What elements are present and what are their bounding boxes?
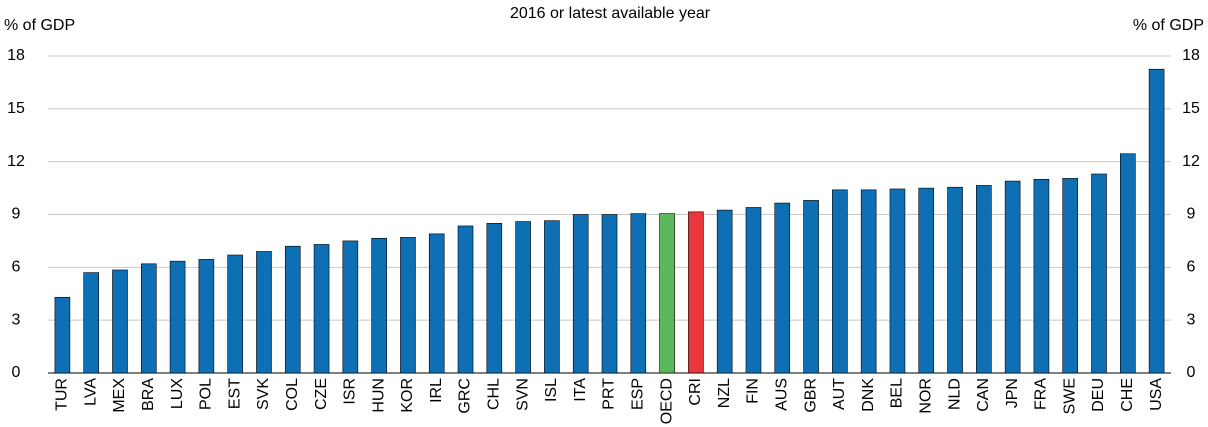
bar bbox=[54, 296, 71, 374]
x-tick-label: USA bbox=[1148, 378, 1165, 411]
x-tick-label: MEX bbox=[111, 378, 128, 413]
x-tick-label: ESP bbox=[630, 378, 647, 410]
bar bbox=[601, 214, 618, 374]
bar bbox=[1033, 178, 1050, 374]
x-tick-label: DEU bbox=[1090, 378, 1107, 412]
x-tick-label: COL bbox=[284, 378, 301, 411]
y2-tick-label: 12 bbox=[1182, 153, 1200, 170]
bar bbox=[976, 185, 992, 374]
x-tick-label: NLD bbox=[946, 378, 963, 410]
x-tick-label: ISR bbox=[342, 378, 359, 405]
x-tick-label: GBR bbox=[802, 378, 819, 413]
x-tick-label: KOR bbox=[399, 378, 416, 413]
x-tick-label: FRA bbox=[1033, 378, 1050, 410]
y-tick-label: 15 bbox=[7, 100, 25, 117]
y2-tick-label: 9 bbox=[1187, 206, 1196, 223]
bar bbox=[140, 263, 157, 374]
y-tick-label: 18 bbox=[7, 47, 25, 64]
x-tick-label: BRA bbox=[140, 378, 157, 411]
y2-tick-label: 6 bbox=[1187, 259, 1196, 276]
bar bbox=[544, 220, 560, 374]
y2-tick-label: 18 bbox=[1182, 47, 1200, 64]
x-tick-label: CHE bbox=[1119, 378, 1136, 412]
x-tick-label: SVN bbox=[514, 378, 531, 411]
bar bbox=[515, 221, 531, 374]
x-tick-label: LUX bbox=[169, 378, 186, 409]
bar bbox=[371, 237, 387, 374]
bar bbox=[342, 240, 359, 374]
x-tick-label: AUS bbox=[773, 378, 790, 411]
y-tick-label: 0 bbox=[12, 364, 21, 381]
bar bbox=[284, 245, 301, 374]
y-tick-label: 9 bbox=[12, 206, 21, 223]
bar bbox=[860, 189, 877, 374]
x-tick-label: IRL bbox=[428, 378, 445, 403]
bar bbox=[889, 188, 906, 374]
x-tick-label: NOR bbox=[917, 378, 934, 414]
x-tick-label: ITA bbox=[572, 378, 589, 402]
bar bbox=[313, 244, 330, 374]
x-tick-label: CHL bbox=[486, 378, 503, 410]
bar bbox=[169, 260, 186, 374]
bar bbox=[83, 272, 99, 374]
x-tick-label: LVA bbox=[82, 378, 99, 406]
x-tick-label: SVK bbox=[255, 378, 272, 410]
x-tick-label: CRI bbox=[687, 378, 704, 406]
x-tick-label: BEL bbox=[889, 378, 906, 408]
bar bbox=[918, 187, 935, 374]
x-tick-label: SWE bbox=[1061, 378, 1078, 414]
bar bbox=[256, 251, 272, 374]
x-tick-label: GRC bbox=[457, 378, 474, 414]
bar bbox=[774, 202, 791, 374]
bar bbox=[486, 223, 503, 374]
y-axis-label: % of GDP bbox=[4, 17, 75, 34]
y-tick-label: 3 bbox=[12, 311, 21, 328]
bar bbox=[947, 186, 963, 374]
x-tick-label: ISL bbox=[543, 378, 560, 402]
bar bbox=[1062, 178, 1079, 374]
bar bbox=[400, 237, 416, 374]
bar bbox=[1148, 68, 1165, 374]
bar bbox=[112, 269, 128, 374]
x-tick-label: CZE bbox=[313, 378, 330, 410]
bar bbox=[1004, 180, 1021, 374]
x-tick-label: HUN bbox=[370, 378, 387, 413]
bar bbox=[572, 214, 589, 374]
x-tick-label: OECD bbox=[658, 378, 675, 424]
x-tick-label: CAN bbox=[975, 378, 992, 412]
x-tick-label: TUR bbox=[54, 378, 71, 411]
bar bbox=[428, 233, 445, 374]
x-tick-label: POL bbox=[198, 378, 215, 410]
y2-tick-label: 3 bbox=[1187, 311, 1196, 328]
bar bbox=[832, 189, 848, 374]
bar bbox=[227, 254, 243, 374]
chart-title: 2016 or latest available year bbox=[510, 5, 711, 22]
x-tick-label: JPN bbox=[1004, 378, 1021, 408]
x-tick-label: AUT bbox=[831, 378, 848, 410]
x-tick-label: PRT bbox=[601, 378, 618, 410]
y-tick-label: 6 bbox=[12, 259, 21, 276]
y-tick-label: 12 bbox=[7, 153, 25, 170]
bar bbox=[630, 213, 647, 374]
bar bbox=[1120, 153, 1136, 374]
x-tick-label: NZL bbox=[716, 378, 733, 408]
bar bbox=[803, 200, 819, 374]
bar bbox=[1091, 173, 1107, 374]
y2-tick-label: 15 bbox=[1182, 100, 1200, 117]
bar bbox=[659, 213, 675, 374]
x-tick-label: DNK bbox=[860, 378, 877, 412]
x-tick-label: EST bbox=[226, 378, 243, 409]
bar bbox=[198, 259, 215, 374]
bar bbox=[745, 207, 762, 374]
y2-tick-label: 0 bbox=[1187, 364, 1196, 381]
y2-axis-label: % of GDP bbox=[1133, 17, 1204, 34]
bar bbox=[688, 211, 704, 374]
bar bbox=[716, 209, 733, 374]
x-tick-label: FIN bbox=[745, 378, 762, 404]
bar bbox=[457, 225, 474, 374]
